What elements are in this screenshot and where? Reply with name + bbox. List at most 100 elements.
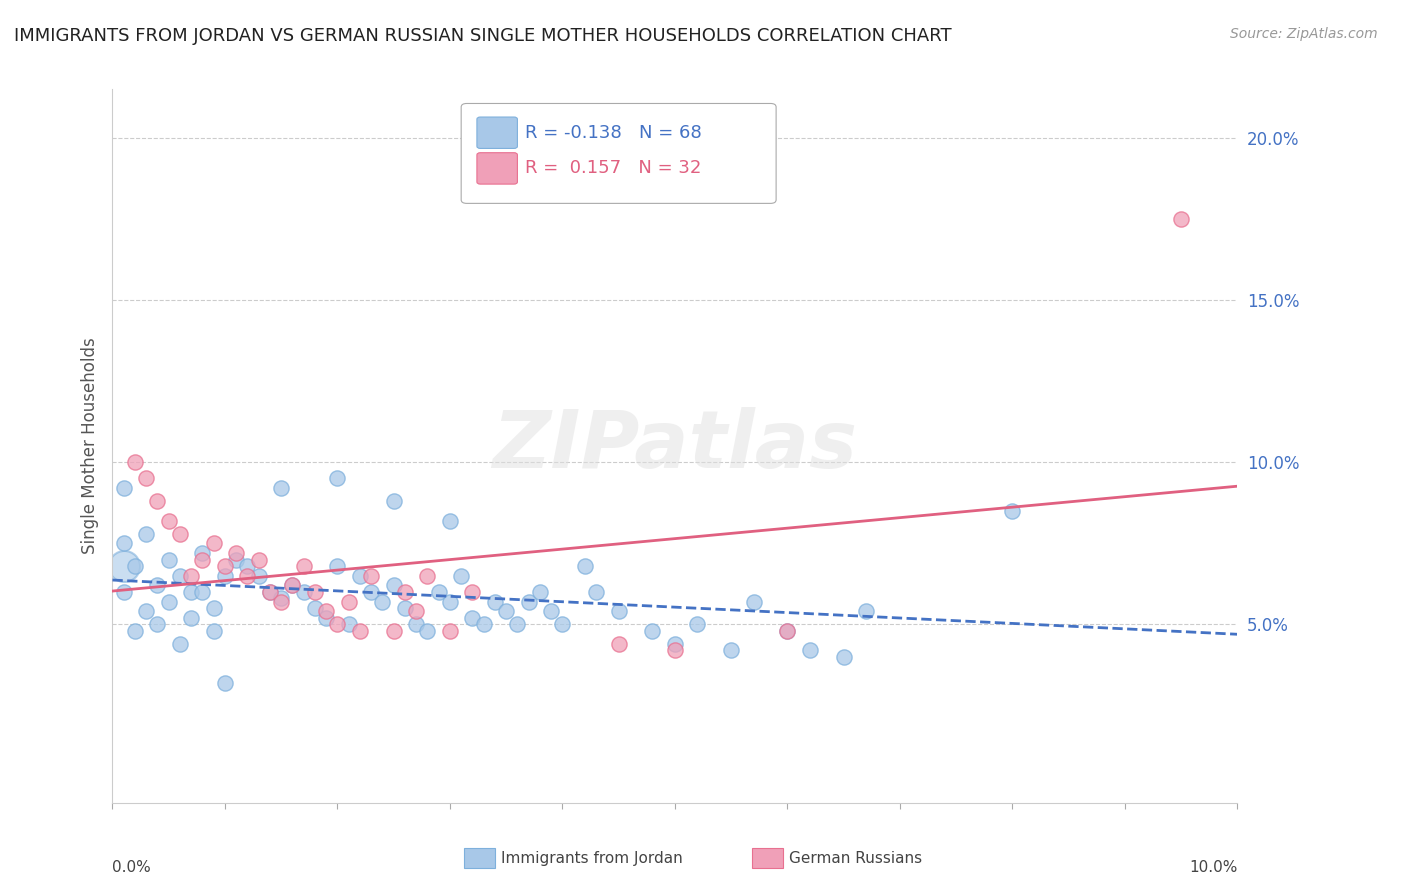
Point: [439, 624, 461, 638]
Text: ZIPatlas: ZIPatlas: [492, 407, 858, 485]
Point: [169, 637, 191, 651]
Point: [1170, 211, 1192, 226]
Point: [214, 675, 236, 690]
Point: [607, 604, 630, 618]
Point: [157, 514, 180, 528]
Point: [641, 624, 664, 638]
Point: [607, 637, 630, 651]
FancyBboxPatch shape: [477, 153, 517, 184]
Point: [180, 585, 202, 599]
Point: [304, 601, 326, 615]
Point: [405, 617, 427, 632]
Point: [349, 568, 371, 582]
Point: [551, 617, 574, 632]
Point: [664, 643, 686, 657]
Point: [191, 552, 214, 566]
Point: [394, 601, 416, 615]
FancyBboxPatch shape: [477, 117, 517, 148]
Point: [157, 552, 180, 566]
Point: [799, 643, 821, 657]
Point: [225, 546, 247, 560]
Point: [360, 585, 382, 599]
Point: [236, 559, 259, 574]
Point: [574, 559, 596, 574]
Text: R =  0.157   N = 32: R = 0.157 N = 32: [526, 160, 702, 178]
Point: [124, 559, 146, 574]
Point: [180, 568, 202, 582]
Point: [472, 617, 495, 632]
Y-axis label: Single Mother Households: Single Mother Households: [80, 338, 98, 554]
Point: [259, 585, 281, 599]
Point: [202, 624, 225, 638]
Point: [214, 568, 236, 582]
Point: [439, 514, 461, 528]
Point: [180, 611, 202, 625]
Point: [247, 568, 270, 582]
Point: [776, 624, 799, 638]
Point: [202, 536, 225, 550]
Point: [270, 591, 292, 606]
Point: [326, 617, 349, 632]
Point: [146, 617, 169, 632]
Text: German Russians: German Russians: [789, 851, 922, 865]
Point: [506, 617, 529, 632]
Point: [270, 481, 292, 495]
Point: [112, 585, 135, 599]
Point: [585, 585, 607, 599]
Point: [461, 611, 484, 625]
Point: [281, 578, 304, 592]
Point: [371, 595, 394, 609]
Point: [427, 585, 450, 599]
Point: [315, 604, 337, 618]
Point: [112, 559, 135, 574]
Point: [382, 578, 405, 592]
FancyBboxPatch shape: [461, 103, 776, 203]
Point: [484, 595, 506, 609]
Point: [146, 494, 169, 508]
Text: R = -0.138   N = 68: R = -0.138 N = 68: [526, 124, 702, 142]
Point: [337, 617, 360, 632]
Point: [439, 595, 461, 609]
Point: [382, 494, 405, 508]
Point: [832, 649, 855, 664]
Text: 0.0%: 0.0%: [112, 860, 152, 875]
Point: [202, 601, 225, 615]
Point: [146, 578, 169, 592]
Text: 10.0%: 10.0%: [1189, 860, 1237, 875]
Point: [112, 481, 135, 495]
Point: [225, 552, 247, 566]
Point: [214, 559, 236, 574]
Point: [315, 611, 337, 625]
Point: [416, 624, 439, 638]
Point: [292, 559, 315, 574]
Point: [517, 595, 540, 609]
Point: [304, 585, 326, 599]
Point: [337, 595, 360, 609]
Point: [720, 643, 742, 657]
Point: [540, 604, 562, 618]
Text: IMMIGRANTS FROM JORDAN VS GERMAN RUSSIAN SINGLE MOTHER HOUSEHOLDS CORRELATION CH: IMMIGRANTS FROM JORDAN VS GERMAN RUSSIAN…: [14, 27, 952, 45]
Point: [135, 604, 157, 618]
Point: [855, 604, 877, 618]
Point: [169, 526, 191, 541]
Point: [135, 471, 157, 485]
Point: [281, 578, 304, 592]
Point: [360, 568, 382, 582]
Point: [191, 546, 214, 560]
Point: [247, 552, 270, 566]
Point: [326, 471, 349, 485]
Point: [292, 585, 315, 599]
Point: [1001, 504, 1024, 518]
Point: [349, 624, 371, 638]
Point: [326, 559, 349, 574]
Point: [450, 568, 472, 582]
Point: [236, 568, 259, 582]
Point: [405, 604, 427, 618]
Point: [495, 604, 517, 618]
Point: [776, 624, 799, 638]
Point: [112, 536, 135, 550]
Point: [742, 595, 765, 609]
Point: [664, 637, 686, 651]
Point: [124, 624, 146, 638]
Text: Source: ZipAtlas.com: Source: ZipAtlas.com: [1230, 27, 1378, 41]
